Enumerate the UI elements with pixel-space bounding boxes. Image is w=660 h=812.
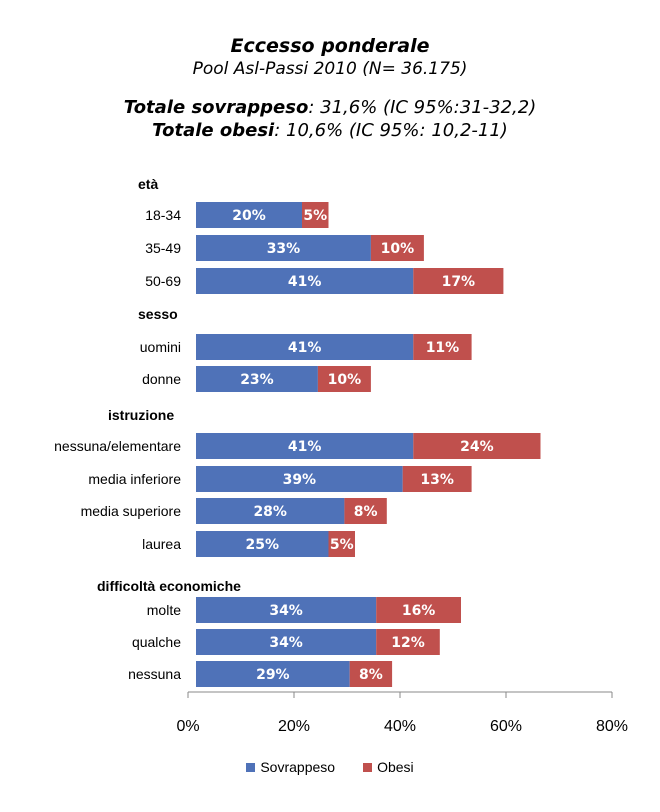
data-label-sovrappeso: 20% <box>232 208 266 224</box>
chart-title: Eccesso ponderale <box>230 35 430 57</box>
legend-label-obesi: Obesi <box>377 759 414 775</box>
x-tick-label: 60% <box>490 718 522 735</box>
category-label: 18-34 <box>145 207 181 223</box>
data-label-obesi: 12% <box>391 635 425 651</box>
total-overweight-label: Totale sovrappeso <box>123 97 309 118</box>
category-label: laurea <box>142 536 181 552</box>
bar-obesi <box>317 366 371 392</box>
data-label-sovrappeso: 41% <box>288 439 322 455</box>
x-tick-label: 0% <box>176 718 199 735</box>
category-label: qualche <box>132 634 181 650</box>
group-label: sesso <box>138 306 178 322</box>
data-label-obesi: 16% <box>402 603 436 619</box>
group-label: difficoltà economiche <box>97 578 241 594</box>
legend-item-obesi: Obesi <box>363 759 414 775</box>
category-label: media inferiore <box>88 471 181 487</box>
total-obese-label: Totale obesi <box>152 120 275 141</box>
data-label-obesi: 5% <box>330 537 354 553</box>
total-obese-value: : 10,6% (IC 95%: 10,2-11) <box>274 120 508 141</box>
bar-sovrappeso <box>196 202 302 228</box>
bar-sovrappeso <box>196 629 377 655</box>
category-label: nessuna <box>128 666 181 682</box>
bar-obesi <box>370 235 424 261</box>
data-label-obesi: 13% <box>420 472 454 488</box>
bar-obesi <box>302 202 329 228</box>
bar-sovrappeso <box>196 531 329 557</box>
bar-obesi <box>413 268 504 294</box>
bar-sovrappeso <box>196 433 414 459</box>
data-label-sovrappeso: 41% <box>288 340 322 356</box>
data-label-obesi: 11% <box>426 340 460 356</box>
group-label: istruzione <box>108 407 174 423</box>
data-label-sovrappeso: 23% <box>240 372 274 388</box>
bar-obesi <box>344 498 387 524</box>
bar-sovrappeso <box>196 334 414 360</box>
data-label-obesi: 10% <box>328 372 362 388</box>
bar-obesi <box>413 334 472 360</box>
bar-sovrappeso <box>196 498 345 524</box>
legend-item-sovrappeso: Sovrappeso <box>246 759 335 775</box>
data-label-sovrappeso: 41% <box>288 274 322 290</box>
bar-sovrappeso <box>196 466 403 492</box>
data-label-sovrappeso: 39% <box>283 472 317 488</box>
category-label: 50-69 <box>145 273 181 289</box>
data-label-obesi: 17% <box>442 274 476 290</box>
chart-subtitle: Pool Asl-Passi 2010 (N= 36.175) <box>192 59 468 79</box>
category-label: nessuna/elementare <box>54 438 181 454</box>
category-label: uomini <box>140 339 181 355</box>
data-label-sovrappeso: 29% <box>256 667 290 683</box>
bar-sovrappeso <box>196 268 414 294</box>
data-label-sovrappeso: 34% <box>269 635 303 651</box>
bar-obesi <box>402 466 472 492</box>
chart-header: Eccesso ponderale Pool Asl-Passi 2010 (N… <box>0 34 660 142</box>
group-label: età <box>138 176 158 192</box>
category-label: 35-49 <box>145 240 181 256</box>
data-label-obesi: 10% <box>381 241 415 257</box>
x-tick-label: 20% <box>278 718 310 735</box>
bar-sovrappeso <box>196 597 377 623</box>
bar-obesi <box>413 433 541 459</box>
category-label: media superiore <box>81 503 182 519</box>
total-overweight-value: : 31,6% (IC 95%:31-32,2) <box>308 97 537 118</box>
data-label-obesi: 24% <box>460 439 494 455</box>
bar-sovrappeso <box>196 661 350 687</box>
bar-obesi <box>349 661 393 687</box>
total-overweight-line: Totale sovrappeso: 31,6% (IC 95%:31-32,2… <box>0 96 660 119</box>
total-obese-line: Totale obesi: 10,6% (IC 95%: 10,2-11) <box>0 119 660 142</box>
category-label: donne <box>142 371 181 387</box>
data-label-sovrappeso: 28% <box>253 504 287 520</box>
legend-swatch-obesi <box>363 762 373 772</box>
bar-obesi <box>376 597 461 623</box>
data-label-obesi: 8% <box>354 504 378 520</box>
bar-sovrappeso <box>196 235 371 261</box>
legend-label-sovrappeso: Sovrappeso <box>260 759 336 775</box>
bar-obesi <box>376 629 440 655</box>
legend: Sovrappeso Obesi <box>0 759 660 775</box>
category-label: molte <box>147 602 181 618</box>
totals-block: Totale sovrappeso: 31,6% (IC 95%:31-32,2… <box>0 96 660 142</box>
data-label-sovrappeso: 25% <box>245 537 279 553</box>
x-tick-label: 40% <box>384 718 416 735</box>
bar-obesi <box>328 531 355 557</box>
legend-swatch-sovrappeso <box>246 762 256 772</box>
data-label-sovrappeso: 33% <box>267 241 301 257</box>
x-tick-label: 80% <box>596 718 628 735</box>
data-label-obesi: 8% <box>359 667 383 683</box>
data-label-obesi: 5% <box>303 208 327 224</box>
data-label-sovrappeso: 34% <box>269 603 303 619</box>
bar-sovrappeso <box>196 366 318 392</box>
